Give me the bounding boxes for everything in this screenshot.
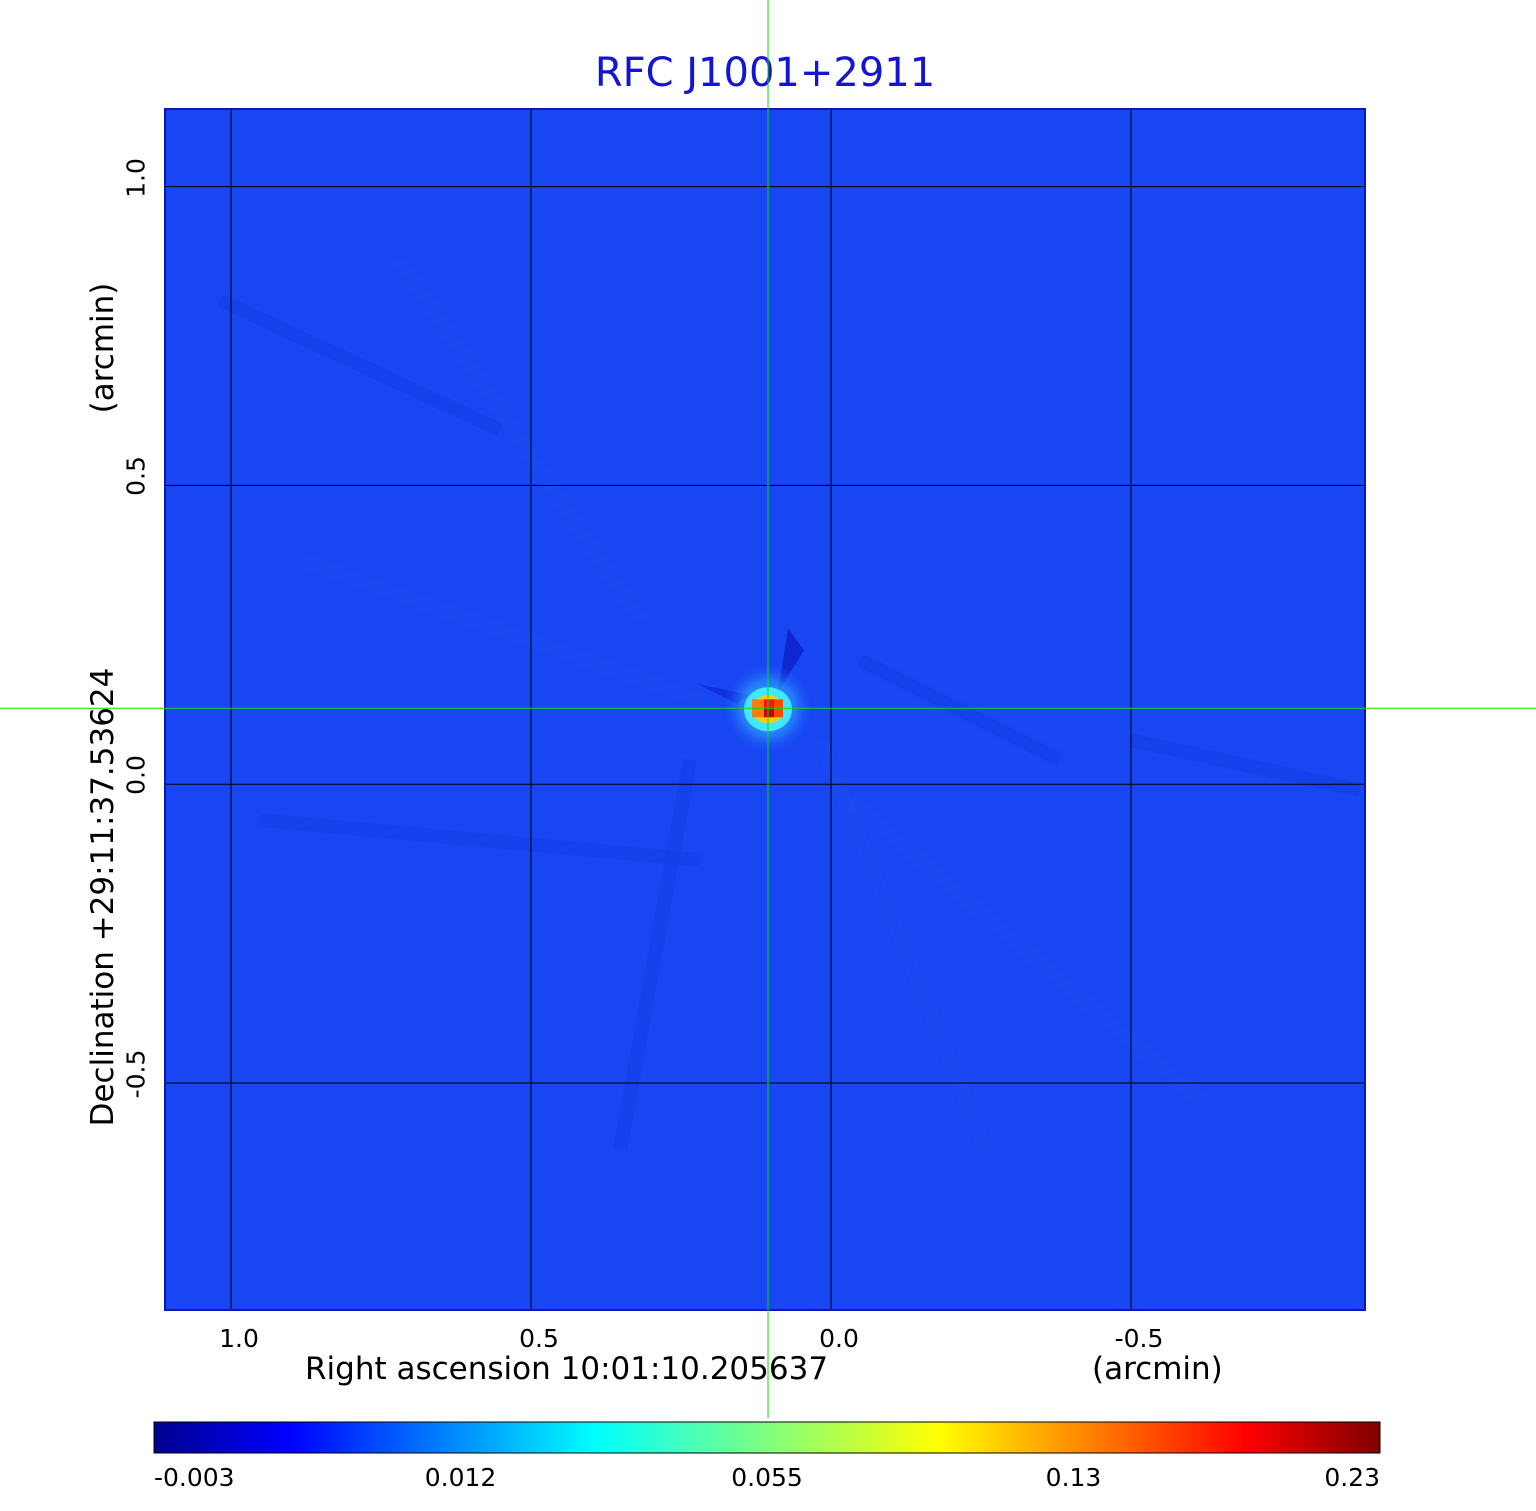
colorbar-tick-label: 0.23 — [1324, 1463, 1380, 1492]
y-axis-unit: (arcmin) — [85, 282, 121, 414]
noise-streak — [845, 794, 1205, 1106]
noise-streak — [613, 758, 697, 1152]
y-tick-label: -0.5 — [121, 1049, 151, 1099]
x-axis-unit: (arcmin) — [1092, 1351, 1223, 1387]
x-tick-label: 0.0 — [819, 1324, 859, 1353]
x-tick-label: 1.0 — [219, 1324, 259, 1353]
noise-streak — [1128, 733, 1362, 797]
y-tick-label: 1.0 — [121, 157, 151, 198]
x-tick-label: -0.5 — [1114, 1324, 1164, 1353]
noise-streak — [297, 553, 703, 707]
plot-title: RFC J1001+2911 — [594, 50, 936, 96]
colorbar-tick-label: 0.055 — [731, 1463, 803, 1492]
source-peak-pixel — [764, 708, 774, 718]
source-peak-pixel — [764, 699, 774, 709]
noise-streak — [217, 293, 503, 437]
noise-streak — [259, 813, 701, 867]
y-tick-label: 0.5 — [121, 456, 151, 497]
noise-streak — [394, 256, 646, 624]
noise-streak — [856, 653, 1064, 767]
colorbar-tick-label: 0.13 — [1045, 1463, 1102, 1492]
x-tick-label: 0.5 — [519, 1324, 559, 1353]
colorbar — [153, 1421, 1381, 1454]
y-axis-label: Declination +29:11:37.53624 — [85, 667, 121, 1127]
colorbar-tick-label: 0.012 — [424, 1463, 497, 1492]
y-tick-label: 0.0 — [121, 755, 151, 796]
colorbar-tick-label: -0.003 — [154, 1463, 235, 1492]
noise-streak — [813, 737, 997, 1163]
x-axis-label: Right ascension 10:01:10.205637 — [305, 1351, 829, 1387]
plot-frame — [164, 108, 1366, 1311]
